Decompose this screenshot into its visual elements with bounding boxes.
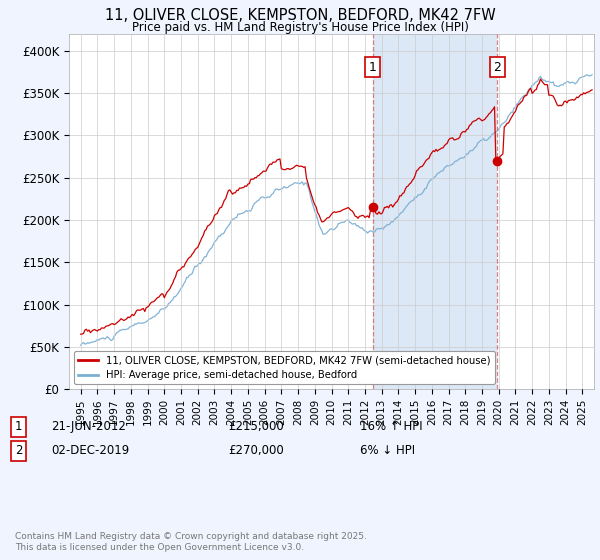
Text: 1: 1 (369, 60, 377, 74)
Text: 16% ↑ HPI: 16% ↑ HPI (360, 420, 422, 433)
Text: 6% ↓ HPI: 6% ↓ HPI (360, 444, 415, 458)
Text: £215,000: £215,000 (228, 420, 284, 433)
Text: Contains HM Land Registry data © Crown copyright and database right 2025.
This d: Contains HM Land Registry data © Crown c… (15, 532, 367, 552)
Bar (373, 34, 497, 389)
Text: 1: 1 (15, 420, 23, 433)
Text: 2: 2 (493, 60, 501, 74)
Text: 02-DEC-2019: 02-DEC-2019 (51, 444, 129, 458)
Text: 11, OLIVER CLOSE, KEMPSTON, BEDFORD, MK42 7FW: 11, OLIVER CLOSE, KEMPSTON, BEDFORD, MK4… (104, 8, 496, 24)
Text: £270,000: £270,000 (228, 444, 284, 458)
Legend: 11, OLIVER CLOSE, KEMPSTON, BEDFORD, MK42 7FW (semi-detached house), HPI: Averag: 11, OLIVER CLOSE, KEMPSTON, BEDFORD, MK4… (74, 351, 494, 384)
Text: Price paid vs. HM Land Registry's House Price Index (HPI): Price paid vs. HM Land Registry's House … (131, 21, 469, 34)
Text: 21-JUN-2012: 21-JUN-2012 (51, 420, 126, 433)
Text: 2: 2 (15, 444, 23, 458)
